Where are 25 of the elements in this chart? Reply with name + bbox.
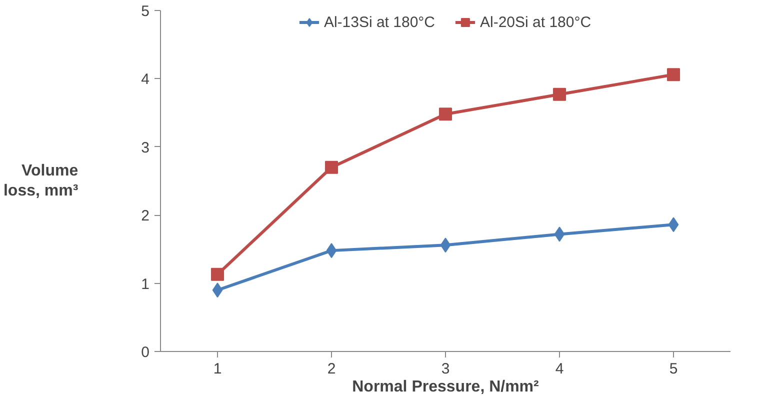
x-tick-label: 1 bbox=[213, 360, 222, 378]
legend-label: Al-13Si at 180°C bbox=[324, 14, 435, 30]
y-tick-label: 4 bbox=[141, 71, 150, 88]
x-tick-label: 5 bbox=[669, 360, 678, 378]
legend-label: Al-20Si at 180°C bbox=[480, 14, 592, 30]
x-tick-label: 2 bbox=[327, 360, 336, 378]
point bbox=[326, 243, 337, 258]
y-tick-label: 1 bbox=[141, 276, 150, 293]
x-tick-label: 3 bbox=[441, 360, 450, 378]
point bbox=[440, 238, 451, 253]
y-tick-label: 3 bbox=[141, 139, 150, 156]
y-axis-title: Volume loss, mm³ bbox=[3, 162, 78, 200]
point bbox=[668, 217, 679, 232]
x-axis-title: Normal Pressure, N/mm² bbox=[352, 378, 539, 396]
point bbox=[439, 108, 452, 121]
point bbox=[554, 226, 565, 242]
point bbox=[212, 282, 223, 298]
y-tick-label: 5 bbox=[141, 3, 150, 20]
point bbox=[211, 268, 224, 281]
x-tick-label: 4 bbox=[555, 360, 564, 378]
y-tick-label: 0 bbox=[141, 344, 150, 361]
point bbox=[667, 68, 680, 82]
point bbox=[553, 88, 566, 101]
point bbox=[325, 160, 338, 174]
y-tick-label: 2 bbox=[141, 208, 150, 225]
